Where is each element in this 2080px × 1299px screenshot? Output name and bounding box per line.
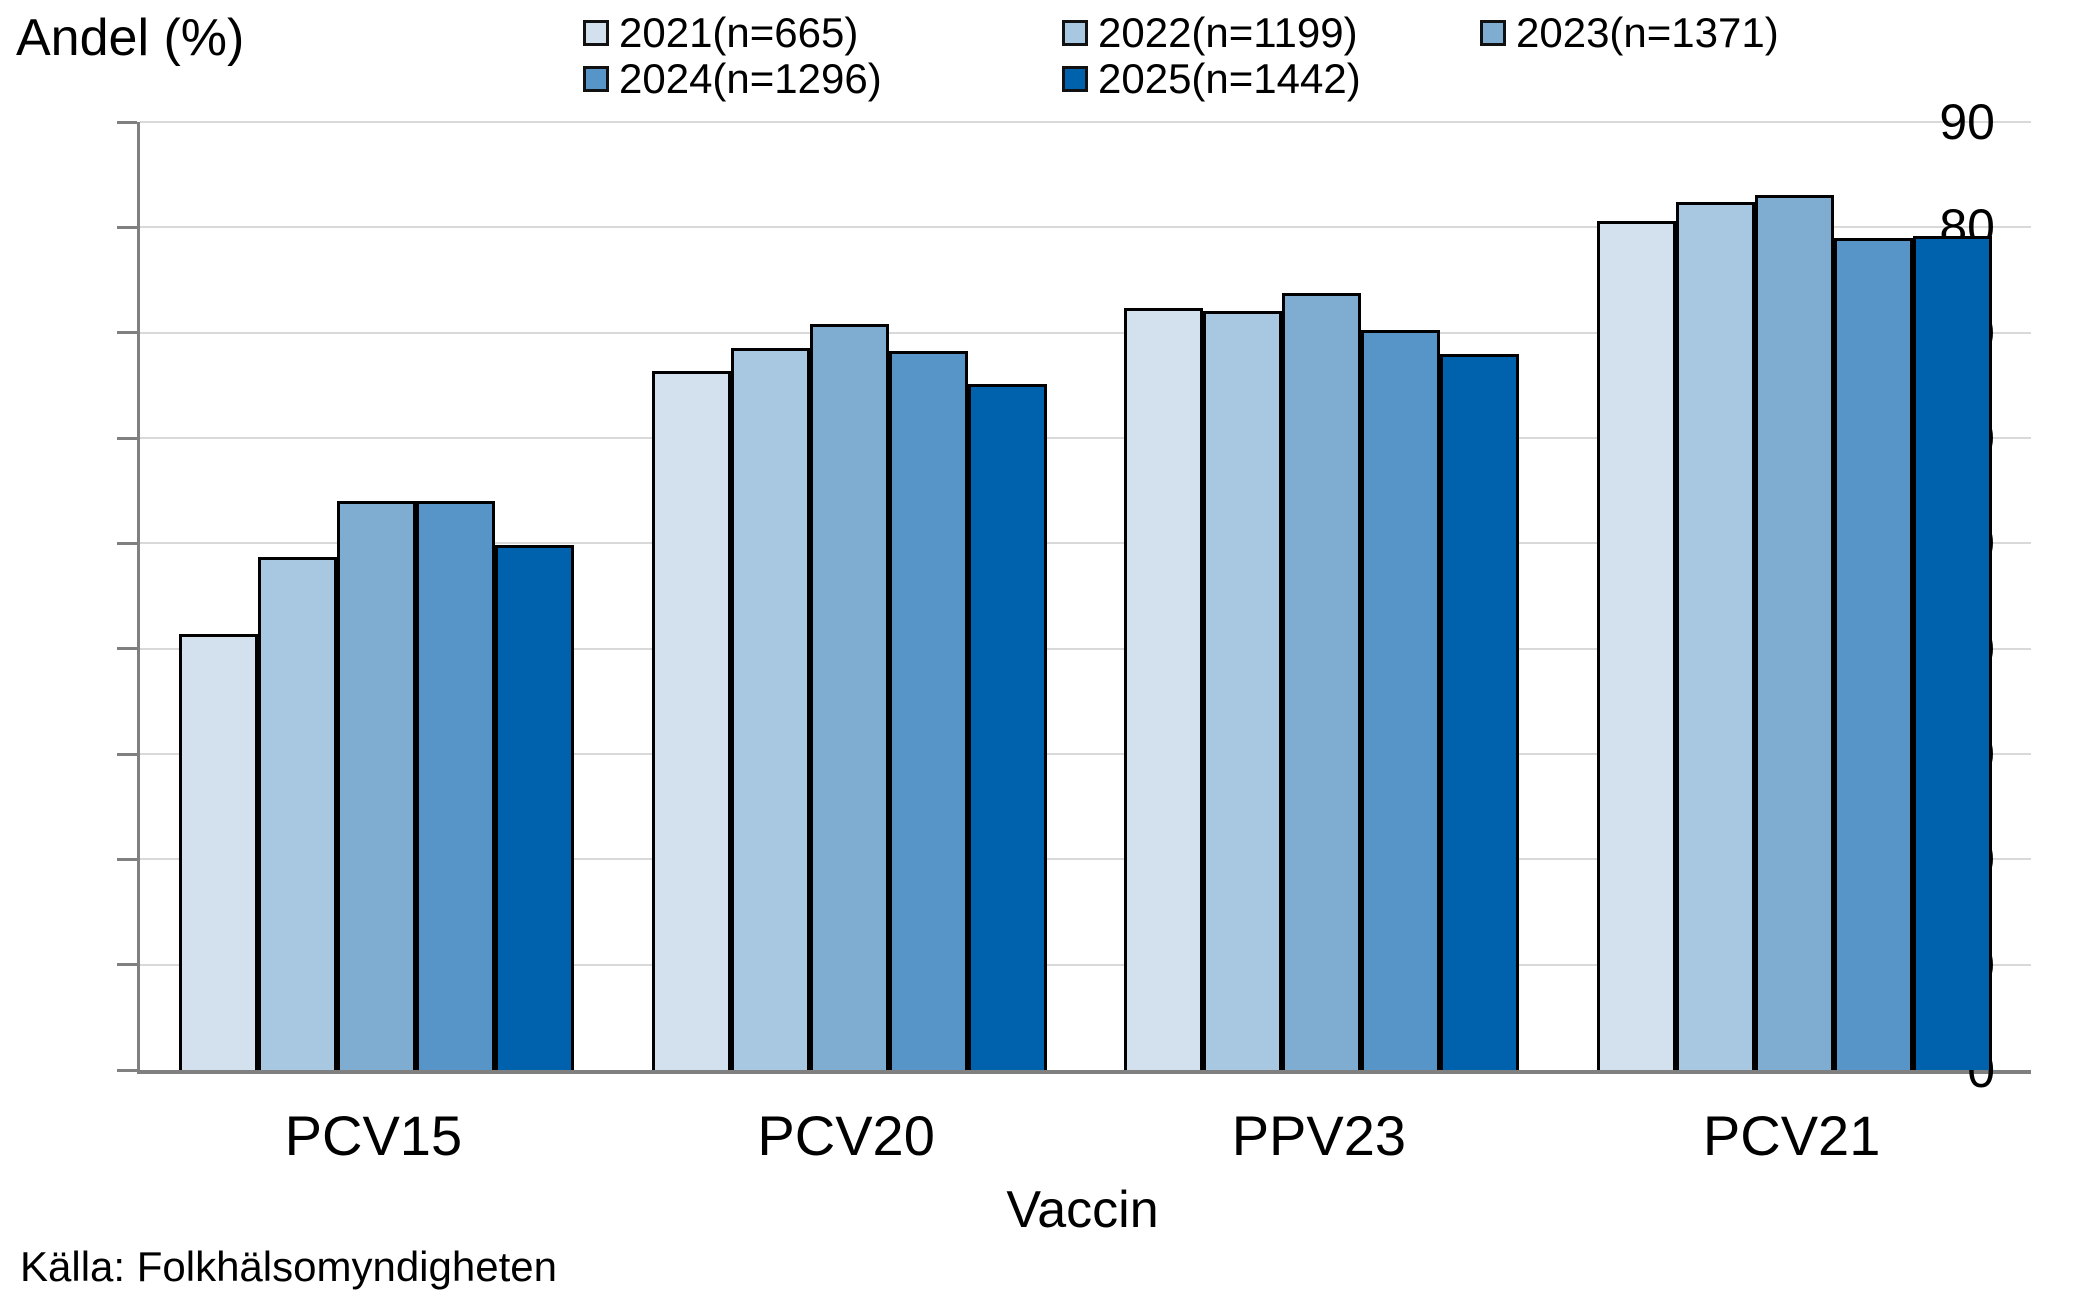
- gridline: [140, 753, 2031, 755]
- bar-PCV15-2025: [494, 545, 574, 1070]
- bar-PCV15-2021: [178, 633, 258, 1070]
- x-category-label-PCV21: PCV21: [1702, 1104, 1881, 1167]
- legend-item: 2022(n=1199): [1062, 12, 1358, 54]
- y-axis-tick: [117, 120, 137, 124]
- y-axis-tick: [117, 1068, 137, 1072]
- bar-PCV15-2024: [415, 501, 495, 1070]
- y-axis-tick: [117, 963, 137, 967]
- y-axis-tick: [117, 647, 137, 651]
- legend-swatch-icon: [1480, 20, 1506, 46]
- x-category-label-PPV23: PPV23: [1231, 1104, 1407, 1167]
- y-axis-tick: [117, 436, 137, 440]
- legend-label: 2022(n=1199): [1098, 9, 1358, 56]
- bar-PCV15-2022: [257, 557, 337, 1070]
- bar-PCV20-2023: [809, 324, 889, 1070]
- y-axis-title: Andel (%): [16, 9, 245, 67]
- legend: 2021(n=665) 2022(n=1199) 2023(n=1371) 2024(…: [0, 0, 2080, 100]
- legend-swatch-icon: [1062, 20, 1088, 46]
- bar-PPV23-2022: [1203, 310, 1283, 1070]
- legend-item: 2021(n=665): [583, 12, 858, 54]
- bar-PPV23-2024: [1361, 329, 1441, 1070]
- gridline: [140, 437, 2031, 439]
- y-axis-tick: [117, 752, 137, 756]
- gridline: [140, 121, 2031, 123]
- gridline: [140, 858, 2031, 861]
- bar-PPV23-2023: [1282, 292, 1362, 1070]
- bar-PCV21-2022: [1676, 202, 1756, 1070]
- bar-PCV20-2024: [888, 350, 968, 1070]
- legend-label: 2025(n=1442): [1098, 55, 1361, 102]
- legend-label: 2023(n=1371): [1516, 9, 1779, 56]
- legend-swatch-icon: [1062, 66, 1088, 92]
- bar-PCV21-2023: [1755, 194, 1835, 1070]
- plot-area: 0102030405060708090: [117, 97, 2031, 1095]
- x-axis-title: Vaccin: [1006, 1181, 1159, 1239]
- gridline: [140, 542, 2031, 545]
- legend-swatch-icon: [583, 20, 609, 46]
- gridline: [140, 226, 2031, 229]
- bar-PCV21-2021: [1597, 221, 1677, 1070]
- legend-item: 2024(n=1296): [583, 58, 882, 100]
- x-category-label-PCV15: PCV15: [284, 1104, 463, 1167]
- y-axis-tick: [117, 225, 137, 229]
- y-axis-tick: [117, 541, 137, 545]
- legend-item: 2023(n=1371): [1480, 12, 1779, 54]
- x-category-label-PCV20: PCV20: [757, 1104, 935, 1167]
- bar-PCV21-2024: [1834, 237, 1914, 1070]
- legend-label: 2021(n=665): [619, 9, 859, 56]
- y-axis-tick: [117, 857, 137, 861]
- gridline: [140, 647, 2031, 650]
- source-note: Källa: Folkhälsomyndigheten: [20, 1243, 557, 1290]
- gridline: [140, 963, 2031, 966]
- bar-PCV21-2025: [1913, 235, 1993, 1070]
- bar-PPV23-2021: [1124, 308, 1204, 1070]
- gridline: [140, 331, 2031, 334]
- legend-swatch-icon: [583, 66, 609, 92]
- legend-item: 2025(n=1442): [1062, 58, 1361, 100]
- bar-PCV20-2022: [730, 348, 810, 1070]
- y-tick-label: 90: [1939, 94, 1995, 150]
- bar-PCV20-2021: [651, 370, 731, 1070]
- bar-PPV23-2025: [1440, 353, 1520, 1070]
- bar-PCV15-2023: [336, 501, 416, 1070]
- bar-PCV20-2025: [967, 384, 1047, 1070]
- y-axis-tick: [117, 331, 137, 335]
- legend-label: 2024(n=1296): [619, 55, 882, 102]
